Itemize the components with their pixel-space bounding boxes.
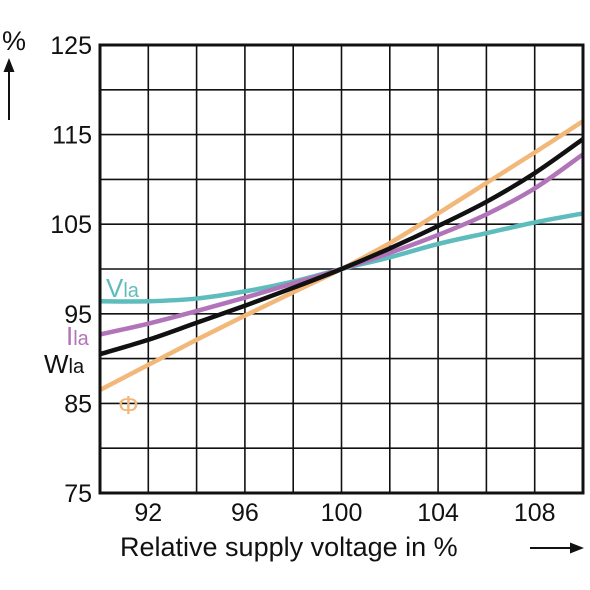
y-axis-arrow xyxy=(3,58,15,120)
plot-frame xyxy=(98,43,585,495)
series-lines xyxy=(98,119,585,392)
x-tick-label: 100 xyxy=(321,499,363,527)
y-axis-label: % xyxy=(2,26,26,56)
series-label-ila: Ila xyxy=(66,321,90,351)
y-tick-label: 95 xyxy=(64,301,92,329)
series-label-vla: Vla xyxy=(106,273,140,303)
series-label-phi: Φ xyxy=(118,390,139,420)
x-axis-arrow xyxy=(530,542,584,554)
x-axis-label: Relative supply voltage in % xyxy=(120,532,458,562)
y-tick-label: 85 xyxy=(64,390,92,418)
x-tick-label: 108 xyxy=(514,499,556,527)
y-tick-label: 75 xyxy=(64,480,92,508)
x-tick-label: 92 xyxy=(134,499,162,527)
tick-labels: 92 96 100 104 108 75 85 95 105 115 125 xyxy=(50,32,555,527)
y-tick-label: 115 xyxy=(52,122,92,150)
y-tick-label: 105 xyxy=(50,211,92,239)
y-tick-label: 125 xyxy=(50,32,92,60)
series-line-wla xyxy=(99,137,585,357)
series-label-wla: Wla xyxy=(44,349,85,379)
x-tick-label: 96 xyxy=(231,499,259,527)
x-tick-label: 104 xyxy=(417,499,459,527)
